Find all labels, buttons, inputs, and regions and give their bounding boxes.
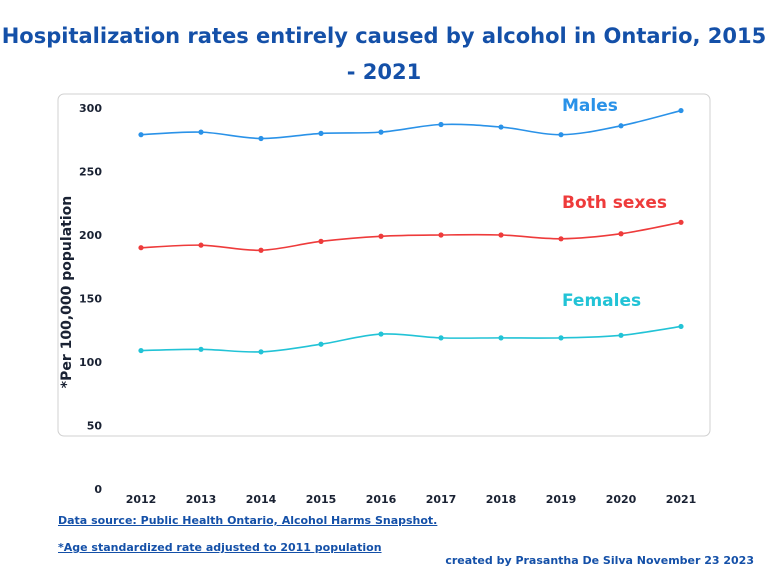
data-point-males[interactable]: [138, 132, 144, 138]
x-tick-label: 2015: [306, 493, 337, 506]
data-point-both-sexes[interactable]: [318, 238, 324, 244]
series-lines: [140, 109, 682, 353]
series-line-males: [140, 109, 682, 140]
data-point-females[interactable]: [198, 346, 204, 352]
data-point-females[interactable]: [378, 331, 384, 337]
data-point-both-sexes[interactable]: [618, 231, 624, 237]
data-point-females[interactable]: [318, 341, 324, 347]
data-point-both-sexes[interactable]: [258, 247, 264, 253]
data-point-both-sexes[interactable]: [558, 236, 564, 242]
chart-title: Hospitalization rates entirely caused by…: [1, 24, 767, 84]
credit-text: created by Prasantha De Silva November 2…: [445, 554, 754, 567]
x-tick-label: 2018: [486, 493, 517, 506]
series-points: [138, 107, 684, 355]
plot-frame: [57, 93, 711, 437]
x-tick-label: 2017: [426, 493, 457, 506]
series-labels: Males Both sexes Females: [562, 96, 667, 311]
data-point-females[interactable]: [678, 323, 684, 330]
data-point-females[interactable]: [438, 335, 444, 341]
data-point-both-sexes[interactable]: [438, 232, 444, 238]
data-point-males[interactable]: [498, 124, 504, 130]
x-tick-label: 2020: [606, 493, 637, 506]
data-point-males[interactable]: [618, 123, 624, 129]
y-tick-label: 300: [79, 102, 102, 115]
x-tick-label: 2019: [546, 493, 577, 506]
x-tick-label: 2021: [666, 493, 697, 506]
data-point-both-sexes[interactable]: [498, 232, 504, 238]
y-axis-ticks: 0 50 100 150 200 250 300: [79, 102, 102, 496]
y-tick-label: 150: [79, 293, 102, 306]
data-point-males[interactable]: [678, 107, 684, 114]
data-point-males[interactable]: [258, 135, 264, 142]
y-tick-label: 250: [79, 166, 102, 179]
data-point-females[interactable]: [618, 332, 624, 338]
data-source-note[interactable]: Data source: Public Health Ontario, Alco…: [58, 514, 438, 527]
y-tick-label: 100: [79, 356, 102, 369]
x-tick-label: 2012: [126, 493, 157, 506]
data-point-males[interactable]: [438, 121, 444, 128]
x-tick-label: 2016: [366, 493, 397, 506]
data-point-both-sexes[interactable]: [378, 233, 384, 239]
data-point-males[interactable]: [378, 129, 384, 135]
age-standardized-note[interactable]: *Age standardized rate adjusted to 2011 …: [58, 541, 382, 554]
series-line-females: [140, 325, 682, 353]
y-tick-label: 50: [87, 420, 103, 433]
y-tick-label: 0: [94, 483, 102, 496]
x-tick-label: 2014: [246, 493, 277, 506]
x-axis-ticks: 2012 2013 2014 2015 2016 2017 2018 2019 2020 2021: [126, 493, 697, 506]
data-point-males[interactable]: [318, 130, 324, 136]
data-point-females[interactable]: [498, 335, 504, 341]
y-tick-label: 200: [79, 229, 102, 242]
y-axis-label: *Per 100,000 population: [59, 196, 75, 388]
data-point-both-sexes[interactable]: [138, 245, 144, 251]
data-point-males[interactable]: [198, 129, 204, 135]
series-label-females: Females: [562, 291, 641, 311]
data-point-females[interactable]: [558, 335, 564, 341]
data-point-males[interactable]: [558, 132, 564, 138]
series-label-both-sexes: Both sexes: [562, 193, 667, 213]
data-point-females[interactable]: [258, 349, 264, 355]
data-point-females[interactable]: [138, 347, 144, 354]
x-tick-label: 2013: [186, 493, 217, 506]
series-label-males: Males: [562, 96, 618, 116]
data-point-both-sexes[interactable]: [198, 242, 204, 248]
data-point-both-sexes[interactable]: [678, 219, 684, 225]
series-line-both-sexes: [140, 221, 682, 252]
